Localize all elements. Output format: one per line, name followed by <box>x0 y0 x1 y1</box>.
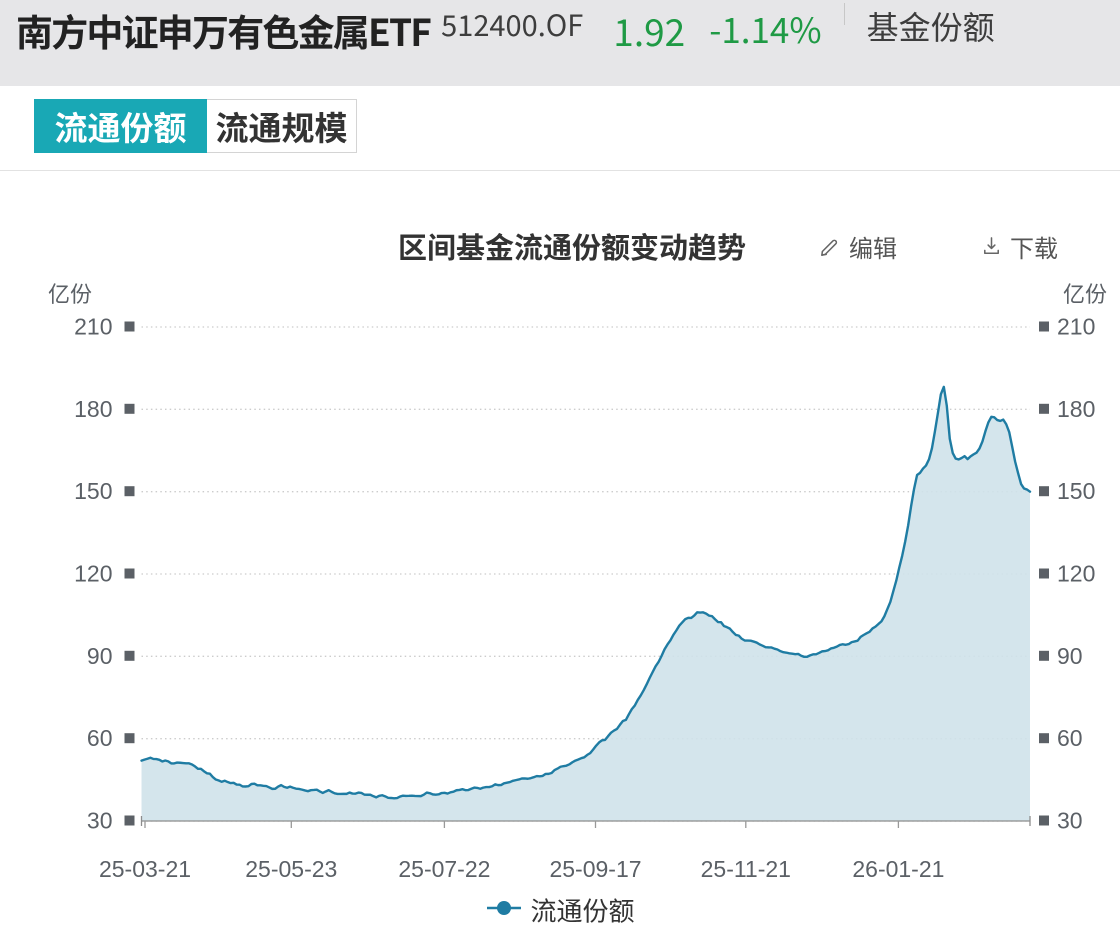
svg-text:25-03-21: 25-03-21 <box>99 856 191 882</box>
svg-text:120: 120 <box>74 561 112 587</box>
svg-text:60: 60 <box>1057 725 1083 751</box>
svg-text:210: 210 <box>1057 314 1095 340</box>
svg-text:90: 90 <box>1057 643 1083 669</box>
svg-text:150: 150 <box>74 478 112 504</box>
svg-text:60: 60 <box>87 725 113 751</box>
svg-text:30: 30 <box>1057 808 1083 834</box>
svg-text:25-05-23: 25-05-23 <box>245 856 337 882</box>
svg-text:150: 150 <box>1057 478 1095 504</box>
svg-text:25-11-21: 25-11-21 <box>701 856 791 882</box>
svg-text:180: 180 <box>74 396 112 422</box>
svg-text:30: 30 <box>87 808 113 834</box>
svg-text:25-09-17: 25-09-17 <box>549 856 641 882</box>
svg-text:210: 210 <box>74 314 112 340</box>
svg-text:90: 90 <box>87 643 113 669</box>
svg-text:25-07-22: 25-07-22 <box>398 856 490 882</box>
svg-text:120: 120 <box>1057 561 1095 587</box>
svg-text:180: 180 <box>1057 396 1095 422</box>
svg-text:26-01-21: 26-01-21 <box>852 856 944 882</box>
